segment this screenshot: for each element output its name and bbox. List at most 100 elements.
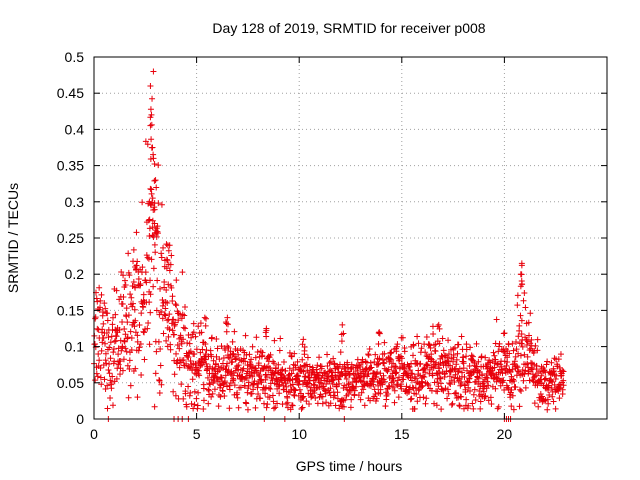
- data-point: [274, 376, 281, 383]
- data-point: [480, 388, 487, 395]
- data-point: [185, 354, 192, 361]
- data-point: [263, 374, 270, 381]
- data-point: [487, 371, 494, 378]
- data-point: [195, 370, 202, 377]
- data-point: [510, 378, 517, 385]
- data-point: [514, 302, 521, 309]
- data-point: [125, 312, 132, 319]
- data-point: [421, 373, 428, 380]
- data-point: [335, 365, 342, 372]
- data-point: [200, 385, 207, 392]
- data-point: [470, 391, 477, 398]
- data-point: [291, 386, 298, 393]
- data-point: [191, 401, 198, 408]
- data-point: [185, 383, 192, 390]
- data-point: [130, 246, 137, 253]
- data-point: [474, 374, 481, 381]
- data-point: [182, 390, 189, 397]
- data-point: [136, 321, 143, 328]
- data-point: [104, 405, 111, 412]
- data-point: [351, 387, 358, 394]
- data-point: [292, 364, 299, 371]
- data-point: [512, 353, 519, 360]
- data-point: [158, 254, 165, 261]
- data-point: [495, 348, 502, 355]
- data-point: [123, 313, 130, 320]
- data-point: [548, 359, 555, 366]
- data-point: [458, 333, 465, 340]
- data-point: [126, 357, 133, 364]
- data-point: [180, 395, 187, 402]
- data-point: [559, 386, 566, 393]
- data-point: [503, 362, 510, 369]
- data-point: [105, 334, 112, 341]
- data-point: [107, 377, 114, 384]
- data-point: [151, 160, 158, 167]
- data-point: [214, 375, 221, 382]
- data-point: [455, 368, 462, 375]
- data-point: [336, 380, 343, 387]
- data-point: [131, 323, 138, 330]
- data-point: [496, 340, 503, 347]
- data-point: [119, 367, 126, 374]
- data-point: [172, 301, 179, 308]
- data-point: [456, 402, 463, 409]
- data-point: [380, 359, 387, 366]
- data-point: [147, 309, 154, 316]
- data-point: [162, 312, 169, 319]
- data-point: [505, 385, 512, 392]
- data-point: [105, 367, 112, 374]
- data-point: [141, 329, 148, 336]
- data-point: [276, 390, 283, 397]
- data-point: [531, 347, 538, 354]
- data-point: [313, 366, 320, 373]
- data-point: [215, 403, 222, 410]
- data-point: [407, 367, 414, 374]
- data-point: [513, 339, 520, 346]
- data-point: [493, 316, 500, 323]
- data-point: [107, 394, 114, 401]
- data-point: [148, 202, 155, 209]
- data-point: [104, 310, 111, 317]
- data-point: [102, 350, 109, 357]
- data-point: [223, 320, 230, 327]
- data-point: [286, 349, 293, 356]
- data-point: [154, 230, 161, 237]
- data-point: [517, 352, 524, 359]
- data-point: [388, 349, 395, 356]
- data-point: [506, 367, 513, 374]
- data-point: [230, 350, 237, 357]
- data-point: [154, 277, 161, 284]
- data-point: [507, 394, 514, 401]
- data-point: [148, 136, 155, 143]
- data-point: [510, 347, 517, 354]
- data-point: [209, 390, 216, 397]
- data-point: [132, 329, 139, 336]
- data-point: [299, 341, 306, 348]
- data-point: [96, 357, 103, 364]
- data-point: [425, 341, 432, 348]
- data-point: [191, 351, 198, 358]
- data-point: [113, 375, 120, 382]
- data-point: [201, 314, 208, 321]
- data-point: [174, 360, 181, 367]
- data-point: [501, 348, 508, 355]
- data-point: [137, 341, 144, 348]
- data-point: [482, 392, 489, 399]
- data-point: [517, 283, 524, 290]
- data-point: [375, 341, 382, 348]
- data-point: [538, 372, 545, 379]
- data-point: [384, 391, 391, 398]
- data-point: [557, 351, 564, 358]
- data-point: [122, 345, 129, 352]
- data-point: [484, 378, 491, 385]
- data-point: [532, 342, 539, 349]
- data-point: [240, 355, 247, 362]
- data-point: [164, 299, 171, 306]
- axis-ticks: [93, 56, 607, 420]
- data-point: [548, 377, 555, 384]
- data-point: [548, 384, 555, 391]
- data-point: [513, 346, 520, 353]
- data-point: [299, 356, 306, 363]
- data-point: [400, 376, 407, 383]
